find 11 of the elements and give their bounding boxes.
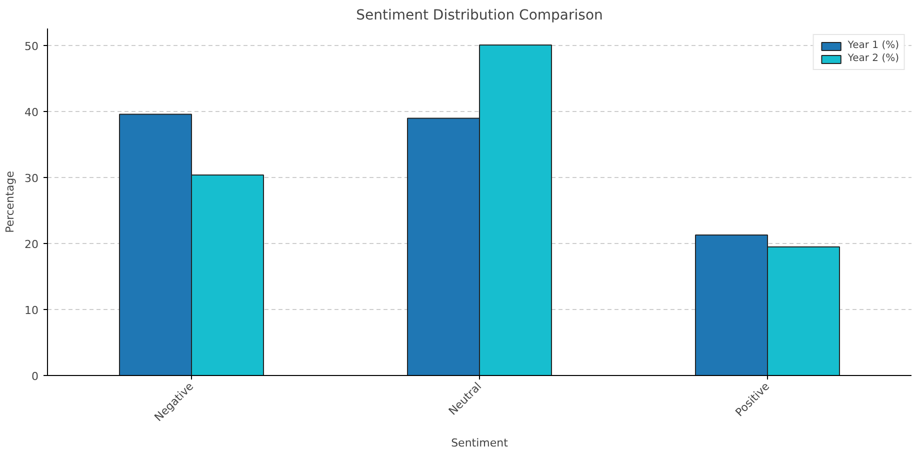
y-tick-label: 40 (24, 106, 39, 120)
y-tick-label: 20 (24, 238, 39, 252)
y-tick-label: 10 (24, 304, 39, 318)
x-axis-title: Sentiment (451, 436, 509, 450)
y-tick-label: 30 (24, 172, 39, 186)
chart-title: Sentiment Distribution Comparison (356, 8, 603, 24)
y-axis-title: Percentage (4, 170, 17, 233)
legend-label: Year 2 (%) (848, 53, 899, 64)
y-tick-label: 0 (32, 370, 38, 383)
legend-label: Year 1 (%) (848, 40, 899, 51)
y-tick-label: 50 (24, 40, 39, 54)
